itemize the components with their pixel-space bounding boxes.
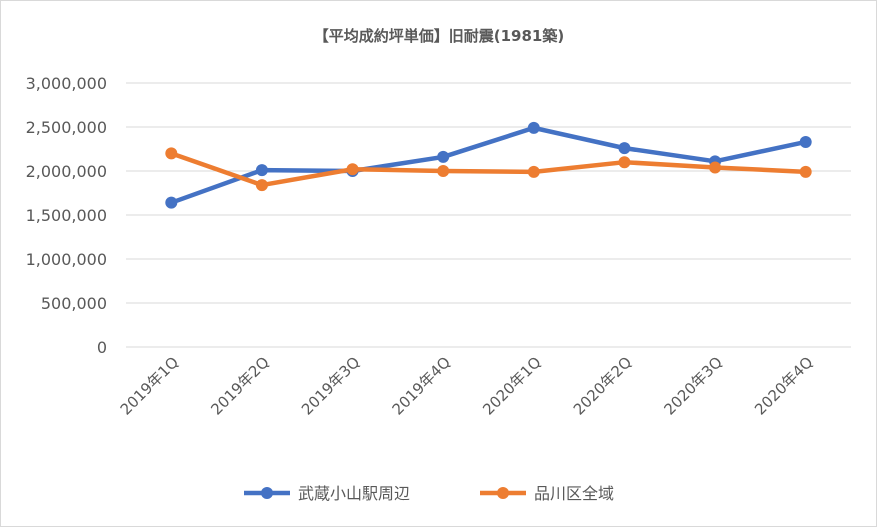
y-tick-label: 2,500,000: [26, 118, 107, 137]
x-tick-label: 2020年1Q: [479, 353, 544, 418]
data-point: [255, 164, 268, 177]
series-layer: [165, 121, 812, 209]
x-tick-label: 2019年3Q: [298, 353, 363, 418]
x-tick-label: 2020年2Q: [570, 353, 635, 418]
legend-marker: [497, 487, 509, 499]
data-point: [346, 163, 359, 176]
data-point: [165, 196, 178, 209]
legend-label: 品川区全域: [534, 484, 614, 503]
data-point: [618, 142, 631, 155]
legend-item: 品川区全域: [480, 484, 614, 503]
data-point: [618, 156, 631, 169]
data-point: [799, 135, 812, 148]
legend-item: 武蔵小山駅周辺: [244, 484, 410, 503]
data-point: [255, 179, 268, 192]
data-point: [527, 121, 540, 134]
series-line: [169, 125, 808, 205]
data-point: [165, 147, 178, 160]
data-point: [527, 165, 540, 178]
legend: 武蔵小山駅周辺 品川区全域: [244, 484, 614, 503]
x-tick-label: 2020年4Q: [751, 353, 816, 418]
y-tick-label: 1,500,000: [26, 206, 107, 225]
legend-label: 武蔵小山駅周辺: [298, 484, 410, 503]
chart-title: 【平均成約坪単価】旧耐震(1981築): [314, 27, 564, 45]
y-axis-tick-labels: 0 500,000 1,000,000 1,500,000 2,000,000 2,500…: [26, 74, 107, 357]
gridlines: [126, 82, 851, 348]
series-line: [169, 151, 808, 188]
data-point: [437, 165, 450, 177]
y-tick-label: 3,000,000: [26, 74, 107, 93]
legend-marker: [261, 487, 273, 499]
x-tick-label: 2019年4Q: [389, 353, 454, 418]
y-tick-label: 500,000: [41, 294, 107, 313]
x-tick-label: 2020年3Q: [660, 353, 725, 418]
x-tick-label: 2019年1Q: [117, 353, 182, 418]
y-tick-label: 1,000,000: [26, 250, 107, 269]
y-tick-label: 2,000,000: [26, 162, 107, 181]
x-axis-tick-labels: 2019年1Q 2019年2Q 2019年3Q 2019年4Q 2020年1Q 2020年…: [117, 353, 817, 418]
data-point: [799, 165, 812, 178]
x-tick-label: 2019年2Q: [207, 353, 272, 418]
data-point: [437, 150, 450, 163]
data-point: [709, 161, 722, 174]
series-2: [165, 147, 812, 192]
y-tick-label: 0: [97, 338, 107, 357]
